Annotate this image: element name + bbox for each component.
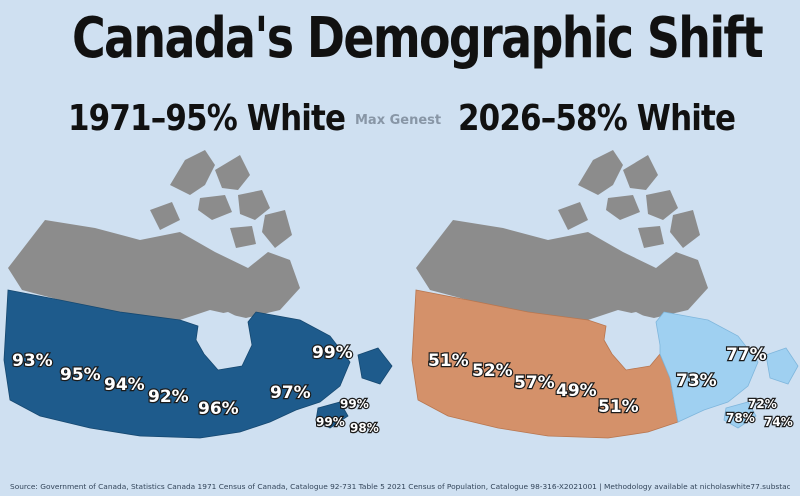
label-on: 96% [198, 399, 239, 419]
author-credit: Max Genest [355, 113, 442, 128]
label-bc: 51% [428, 351, 469, 371]
label-ns: 74% [764, 415, 793, 429]
label-mb: 49% [556, 381, 597, 401]
label-qc: 73% [676, 371, 717, 391]
hudson-bay [196, 312, 252, 368]
map-1971: 93% 95% 94% 92% 96% 97% 99% 99% 99% 98% [3, 150, 393, 439]
page-title: Canada's Demographic Shift [72, 6, 764, 71]
arctic-islands [150, 150, 292, 248]
territories [416, 220, 708, 320]
label-ab: 95% [60, 365, 101, 385]
label-nl: 99% [312, 343, 353, 363]
provinces-1971 [3, 289, 393, 439]
label-nl: 77% [726, 345, 767, 365]
label-ns: 98% [350, 421, 379, 435]
label-ab: 52% [472, 361, 513, 381]
labels-1971: 93% 95% 94% 92% 96% 97% 99% 99% 99% 98% [11, 342, 380, 436]
source-note: Source: Government of Canada, Statistics… [10, 482, 790, 491]
hudson-bay [604, 312, 660, 368]
label-sk: 94% [104, 375, 145, 395]
labels-2026: 51% 52% 57% 49% 51% 73% 77% 72% 78% 74% [427, 344, 794, 430]
label-nb: 72% [748, 397, 777, 411]
heading-1971: 1971–95% White [68, 98, 346, 139]
label-pe: 78% [726, 411, 755, 425]
label-bc: 93% [12, 351, 53, 371]
label-nb: 99% [340, 397, 369, 411]
label-on: 51% [598, 397, 639, 417]
label-pe: 99% [316, 415, 345, 429]
label-mb: 92% [148, 387, 189, 407]
provinces-east-2026 [655, 311, 799, 429]
heading-2026: 2026–58% White [458, 98, 736, 139]
map-2026: 51% 52% 57% 49% 51% 73% 77% 72% 78% 74% [411, 150, 799, 439]
arctic-islands [558, 150, 700, 248]
territories [8, 220, 300, 320]
label-sk: 57% [514, 373, 555, 393]
label-qc: 97% [270, 383, 311, 403]
